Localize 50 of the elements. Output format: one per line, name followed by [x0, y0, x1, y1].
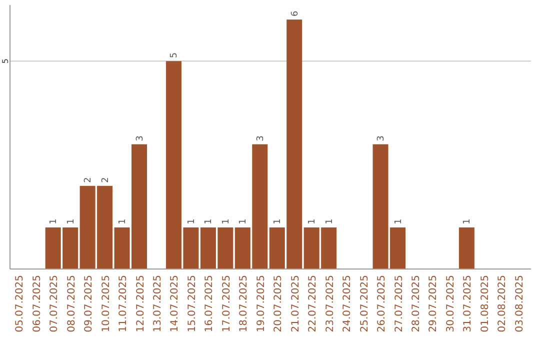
data-label: 5 — [170, 52, 180, 58]
x-tick-label: 18.07.2025 — [238, 275, 250, 332]
data-label: 1 — [221, 218, 232, 224]
x-tick-label: 02.08.2025 — [497, 275, 508, 332]
data-label: 1 — [66, 218, 76, 224]
x-tick-label: 07.07.2025 — [49, 275, 60, 332]
x-tick-label: 23.07.2025 — [324, 275, 336, 332]
x-tick-label: 08.07.2025 — [66, 275, 78, 332]
x-tick-label: 29.07.2025 — [428, 275, 440, 332]
data-label: 3 — [135, 136, 146, 142]
x-tick-label: 28.07.2025 — [410, 275, 422, 332]
data-label: 1 — [394, 218, 404, 224]
x-tick-label: 03.08.2025 — [514, 275, 526, 332]
data-label: 2 — [100, 177, 111, 183]
x-tick-label: 15.07.2025 — [186, 275, 198, 332]
x-tick-label: 09.07.2025 — [84, 275, 95, 332]
bar — [458, 227, 474, 269]
data-label: 1 — [49, 218, 60, 224]
x-tick-label: 12.07.2025 — [135, 275, 146, 332]
x-tick-label: 19.07.2025 — [256, 275, 267, 332]
data-label: 2 — [84, 177, 94, 183]
x-tick-label: 20.07.2025 — [273, 275, 284, 332]
x-tick-label: 21.07.2025 — [290, 275, 302, 332]
x-tick-label: 25.07.2025 — [359, 275, 370, 332]
data-label: 1 — [204, 218, 214, 224]
data-label: 1 — [118, 218, 128, 224]
x-tick-label: 17.07.2025 — [221, 275, 232, 332]
x-tick-label: 22.07.2025 — [308, 275, 319, 332]
data-label: 1 — [273, 218, 284, 224]
data-label: 1 — [462, 218, 473, 224]
x-tick-label: 30.07.2025 — [445, 275, 456, 332]
x-tick-label: 13.07.2025 — [152, 275, 164, 332]
x-tick-label: 24.07.2025 — [342, 275, 354, 332]
x-tick-label: 11.07.2025 — [118, 275, 130, 332]
x-tick-label: 16.07.2025 — [204, 275, 216, 332]
data-label: 1 — [186, 218, 197, 224]
data-label: 1 — [308, 218, 318, 224]
data-label: 3 — [376, 136, 387, 142]
x-tick-label: 27.07.2025 — [394, 275, 405, 332]
x-tick-label: 26.07.2025 — [376, 275, 388, 332]
x-tick-label: 31.07.2025 — [462, 275, 474, 332]
x-tick-label: 05.07.2025 — [14, 275, 26, 332]
x-tick-label: 01.08.2025 — [480, 275, 491, 332]
data-label: 6 — [290, 10, 300, 17]
x-tick-label: 06.07.2025 — [32, 275, 43, 332]
x-tick-label: 14.07.2025 — [170, 275, 181, 332]
data-label: 3 — [256, 136, 266, 142]
x-tick-label: 10.07.2025 — [100, 275, 112, 332]
data-label: 1 — [238, 218, 249, 224]
data-label: 1 — [324, 218, 335, 224]
